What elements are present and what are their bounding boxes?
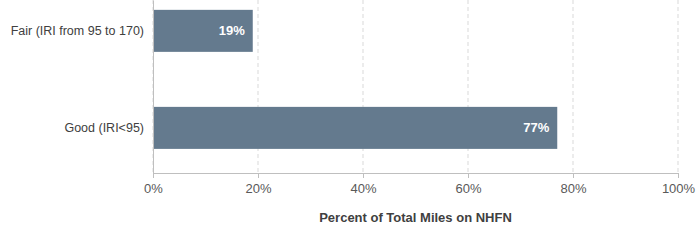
x-tick-label: 100%	[662, 181, 696, 196]
plot-area: 0% 20% 40% 60% 80% 100% Fair (IRI from 95 to 1…	[11, 0, 696, 196]
x-tick: 100%	[662, 173, 696, 196]
y-axis-line	[153, 1, 154, 174]
x-tick-label: 40%	[350, 181, 376, 196]
x-tick: 0%	[144, 173, 163, 196]
grid-line	[573, 0, 574, 173]
x-tick-mark	[258, 173, 259, 178]
x-tick: 60%	[455, 173, 481, 196]
grid	[153, 0, 678, 173]
bars	[153, 10, 557, 149]
y-tick-label: Good (IRI<95)	[64, 121, 144, 135]
x-axis: 0% 20% 40% 60% 80% 100%	[144, 173, 695, 196]
x-tick-mark	[678, 173, 679, 178]
chart-container: 0% 20% 40% 60% 80% 100% Fair (IRI from 95 to 1…	[0, 0, 700, 232]
x-tick-mark	[363, 173, 364, 178]
x-axis-title: Percent of Total Miles on NHFN	[319, 210, 512, 225]
chart-svg: 0% 20% 40% 60% 80% 100% Fair (IRI from 95 to 1…	[0, 0, 700, 232]
y-tick: Good (IRI<95)	[64, 121, 153, 135]
x-tick-label: 20%	[245, 181, 271, 196]
x-tick-mark	[153, 173, 154, 178]
data-label: 19%	[219, 23, 245, 38]
x-tick-mark	[573, 173, 574, 178]
x-tick-mark	[468, 173, 469, 178]
y-axis: Fair (IRI from 95 to 170) Good (IRI<95)	[11, 1, 154, 174]
x-tick-label: 60%	[455, 181, 481, 196]
bar	[153, 10, 253, 52]
x-tick-label: 80%	[560, 181, 586, 196]
grid-line	[153, 0, 154, 173]
data-labels: 19% 77%	[219, 23, 550, 135]
y-tick: Fair (IRI from 95 to 170)	[11, 24, 153, 38]
bar	[153, 107, 557, 149]
x-axis-line	[154, 174, 679, 179]
y-tick-label: Fair (IRI from 95 to 170)	[11, 24, 144, 38]
x-tick-label: 0%	[144, 181, 163, 196]
grid-line	[678, 0, 679, 173]
x-tick: 20%	[245, 173, 271, 196]
data-label: 77%	[523, 120, 549, 135]
x-tick: 40%	[350, 173, 376, 196]
x-tick: 80%	[560, 173, 586, 196]
